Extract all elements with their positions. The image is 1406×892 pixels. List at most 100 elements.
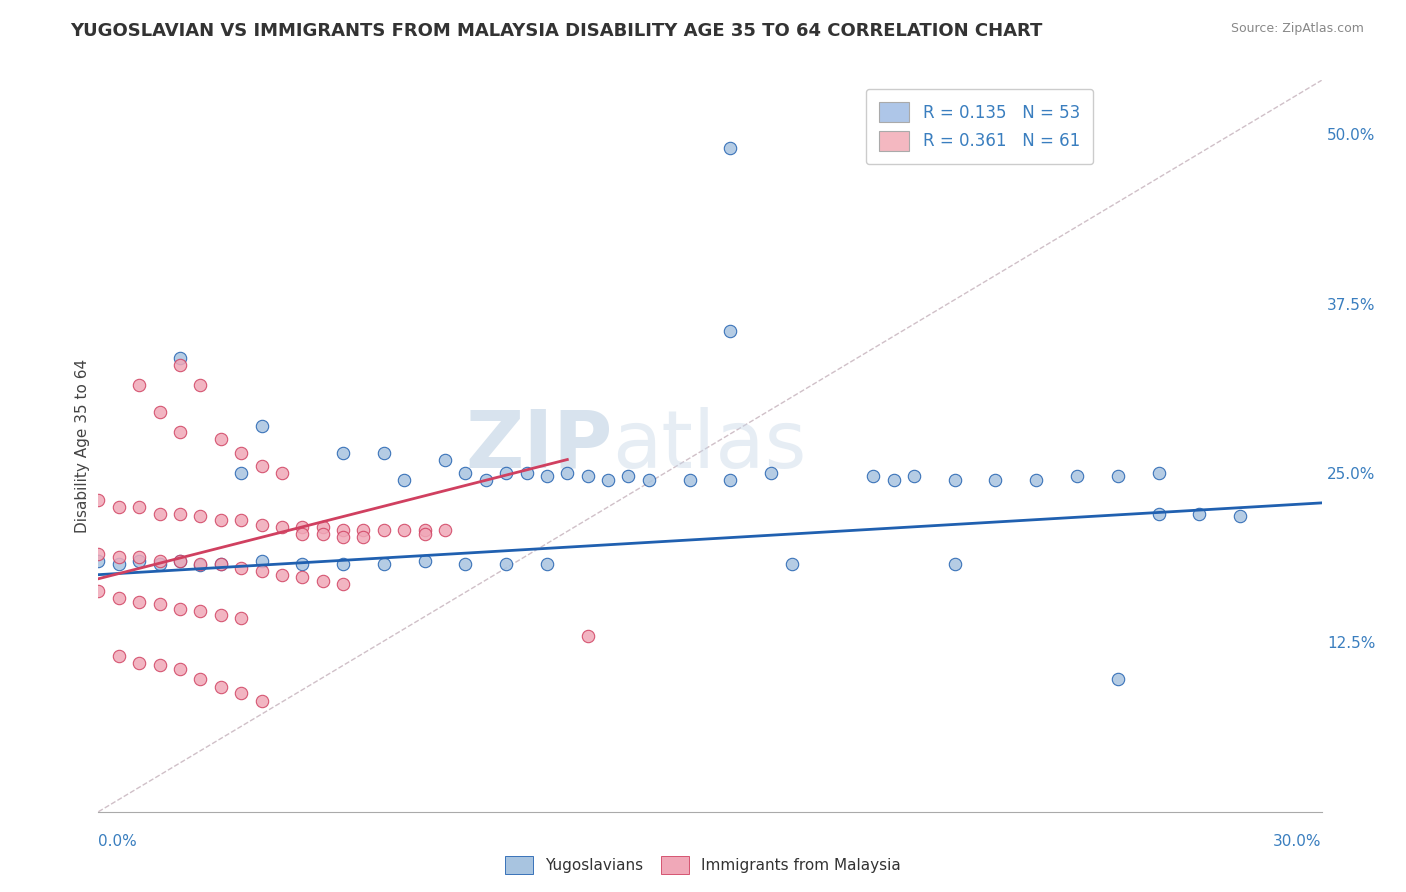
- Point: [231, 446, 253, 460]
- Point: [169, 507, 191, 521]
- Text: 30.0%: 30.0%: [1274, 834, 1322, 848]
- Point: [231, 514, 253, 528]
- Point: [862, 468, 884, 483]
- Point: [128, 554, 150, 568]
- Point: [188, 557, 212, 571]
- Point: [209, 557, 232, 571]
- Point: [250, 517, 273, 532]
- Point: [536, 557, 558, 571]
- Point: [434, 452, 457, 467]
- Point: [169, 554, 191, 568]
- Point: [149, 557, 172, 571]
- Point: [392, 523, 416, 537]
- Point: [149, 405, 172, 419]
- Point: [903, 468, 925, 483]
- Point: [1066, 468, 1088, 483]
- Point: [312, 520, 335, 534]
- Point: [373, 523, 395, 537]
- Point: [188, 509, 212, 524]
- Point: [576, 629, 599, 643]
- Point: [188, 672, 212, 686]
- Point: [169, 358, 191, 372]
- Point: [169, 601, 191, 615]
- Point: [1107, 468, 1129, 483]
- Point: [1147, 466, 1170, 480]
- Point: [87, 583, 110, 598]
- Point: [312, 574, 335, 589]
- Point: [495, 557, 517, 571]
- Point: [413, 523, 436, 537]
- Point: [87, 554, 110, 568]
- Point: [128, 656, 150, 670]
- Point: [943, 557, 966, 571]
- Point: [169, 554, 191, 568]
- Point: [883, 473, 905, 487]
- Point: [1107, 672, 1129, 686]
- Point: [149, 507, 172, 521]
- Point: [87, 493, 110, 508]
- Point: [454, 466, 477, 480]
- Point: [291, 557, 314, 571]
- Point: [413, 527, 436, 541]
- Point: [169, 663, 191, 677]
- Point: [108, 550, 131, 565]
- Point: [209, 432, 232, 446]
- Point: [516, 466, 538, 480]
- Point: [761, 466, 783, 480]
- Text: ZIP: ZIP: [465, 407, 612, 485]
- Legend: R = 0.135   N = 53, R = 0.361   N = 61: R = 0.135 N = 53, R = 0.361 N = 61: [866, 88, 1092, 164]
- Point: [250, 554, 273, 568]
- Point: [270, 466, 294, 480]
- Point: [128, 500, 150, 514]
- Point: [474, 473, 498, 487]
- Text: YUGOSLAVIAN VS IMMIGRANTS FROM MALAYSIA DISABILITY AGE 35 TO 64 CORRELATION CHAR: YUGOSLAVIAN VS IMMIGRANTS FROM MALAYSIA …: [70, 22, 1043, 40]
- Text: atlas: atlas: [612, 407, 807, 485]
- Point: [536, 468, 558, 483]
- Point: [128, 595, 150, 609]
- Point: [108, 557, 131, 571]
- Point: [373, 446, 395, 460]
- Point: [617, 468, 640, 483]
- Legend: Yugoslavians, Immigrants from Malaysia: Yugoslavians, Immigrants from Malaysia: [499, 850, 907, 880]
- Point: [231, 685, 253, 699]
- Point: [373, 557, 395, 571]
- Point: [332, 530, 354, 544]
- Point: [291, 527, 314, 541]
- Point: [108, 591, 131, 605]
- Point: [250, 564, 273, 578]
- Point: [332, 577, 354, 591]
- Point: [108, 500, 131, 514]
- Point: [780, 557, 803, 571]
- Point: [169, 425, 191, 440]
- Point: [434, 523, 457, 537]
- Point: [169, 351, 191, 365]
- Point: [352, 523, 374, 537]
- Point: [679, 473, 702, 487]
- Point: [188, 604, 212, 618]
- Point: [312, 527, 335, 541]
- Text: Source: ZipAtlas.com: Source: ZipAtlas.com: [1230, 22, 1364, 36]
- Point: [108, 648, 131, 663]
- Point: [128, 550, 150, 565]
- Point: [270, 520, 294, 534]
- Point: [1188, 507, 1211, 521]
- Point: [188, 378, 212, 392]
- Point: [720, 473, 742, 487]
- Point: [598, 473, 620, 487]
- Point: [495, 466, 517, 480]
- Point: [149, 658, 172, 673]
- Point: [270, 567, 294, 582]
- Point: [188, 558, 212, 573]
- Point: [209, 608, 232, 623]
- Point: [231, 561, 253, 575]
- Point: [231, 466, 253, 480]
- Point: [87, 547, 110, 561]
- Point: [392, 473, 416, 487]
- Point: [209, 557, 232, 571]
- Point: [638, 473, 661, 487]
- Point: [1025, 473, 1047, 487]
- Point: [250, 459, 273, 474]
- Point: [1147, 507, 1170, 521]
- Point: [231, 611, 253, 625]
- Point: [250, 418, 273, 433]
